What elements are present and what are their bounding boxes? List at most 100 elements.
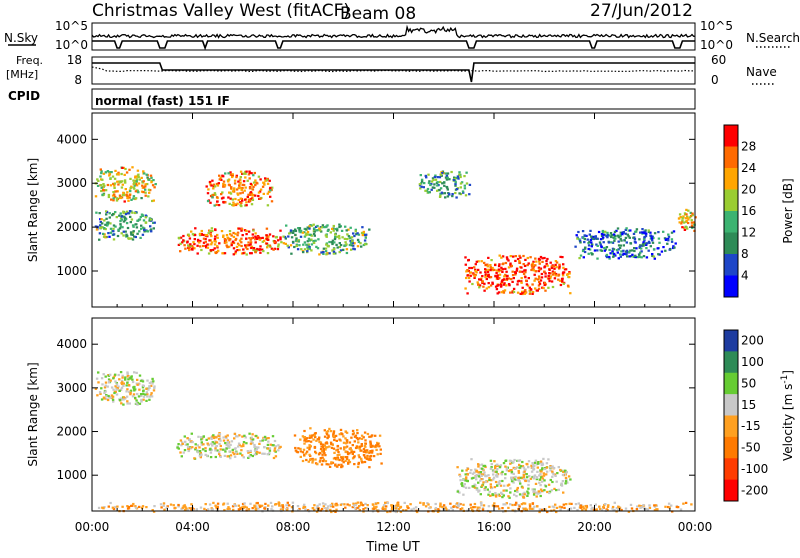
data-cell-1 [103, 219, 106, 222]
data-cell-5 [438, 188, 441, 192]
data-cell-4 [290, 506, 294, 509]
data-cell-4 [269, 501, 273, 504]
data-cell-1 [179, 451, 182, 454]
data-cell-3 [492, 470, 495, 473]
data-cell-1 [126, 234, 129, 237]
data-cell-3 [536, 466, 539, 469]
data-cell-4 [138, 505, 141, 508]
data-cell-6 [537, 257, 541, 260]
data-cell-1 [181, 441, 184, 444]
data-cell-6 [470, 266, 473, 270]
data-cell-4 [302, 243, 305, 246]
data-cell-1 [105, 217, 108, 220]
data-cell-2 [343, 446, 346, 449]
data-cell-3 [469, 471, 472, 474]
data-cell-3 [222, 196, 225, 199]
colorbar-swatch [724, 351, 738, 374]
data-cell-3 [535, 491, 538, 494]
data-cell-2 [379, 448, 382, 451]
data-cell-4 [348, 243, 352, 247]
data-cell-5 [457, 177, 460, 180]
data-cell-4 [551, 505, 554, 508]
data-cell-5 [442, 172, 445, 175]
data-cell-2 [238, 239, 242, 242]
data-cell-2 [342, 435, 345, 438]
data-cell-0 [99, 168, 102, 171]
data-cell-6 [486, 265, 489, 268]
data-cell-6 [505, 278, 508, 281]
data-cell-7 [624, 232, 627, 235]
data-cell-1 [241, 454, 244, 457]
data-cell-6 [533, 279, 536, 282]
data-cell-1 [119, 217, 123, 220]
data-cell-0 [135, 382, 138, 385]
data-cell-5 [463, 187, 467, 190]
data-cell-1 [114, 211, 117, 214]
data-cell-6 [558, 266, 561, 269]
data-cell-1 [139, 236, 142, 239]
data-cell-1 [123, 215, 126, 218]
data-cell-4 [332, 248, 336, 251]
data-cell-2 [207, 252, 211, 255]
data-cell-4 [441, 506, 444, 509]
data-cell-1 [256, 451, 259, 454]
data-cell-4 [332, 229, 335, 232]
data-cell-2 [305, 437, 308, 440]
data-cell-1 [112, 238, 116, 241]
data-cell-4 [208, 503, 212, 506]
data-cell-6 [510, 264, 513, 267]
data-cell-3 [257, 194, 260, 198]
data-cell-2 [254, 238, 257, 241]
data-cell-4 [329, 504, 332, 507]
data-cell-6 [498, 273, 502, 276]
data-cell-5 [459, 186, 462, 189]
data-cell-3 [531, 466, 534, 469]
data-cell-6 [524, 258, 527, 261]
data-cell-2 [314, 452, 318, 455]
data-cell-4 [481, 507, 485, 510]
data-cell-0 [105, 395, 108, 398]
data-cell-6 [502, 262, 505, 265]
data-cell-6 [543, 281, 547, 285]
data-cell-1 [138, 230, 141, 233]
data-cell-2 [236, 234, 239, 237]
data-cell-5 [419, 174, 422, 177]
data-cell-0 [99, 392, 102, 395]
data-cell-4 [579, 504, 582, 507]
data-cell-7 [640, 247, 643, 250]
data-cell-0 [105, 394, 108, 397]
data-cell-0 [130, 376, 133, 379]
data-cell-3 [474, 475, 477, 478]
data-cell-3 [478, 489, 481, 492]
data-cell-0 [148, 398, 151, 401]
x-tick-label: 20:00 [577, 520, 612, 534]
data-cell-2 [305, 458, 308, 462]
data-cell-1 [217, 451, 221, 454]
data-cell-3 [535, 495, 538, 498]
data-cell-1 [207, 443, 210, 446]
data-cell-4 [226, 507, 229, 510]
data-cell-6 [497, 265, 501, 268]
data-cell-4 [255, 505, 258, 508]
data-cell-1 [111, 212, 115, 216]
data-cell-3 [246, 195, 249, 198]
data-cell-4 [263, 507, 266, 510]
data-cell-1 [257, 446, 260, 449]
data-cell-3 [477, 463, 480, 466]
data-cell-4 [343, 237, 347, 240]
data-cell-7 [588, 240, 591, 243]
data-cell-6 [554, 274, 558, 277]
data-cell-1 [118, 227, 122, 230]
data-cell-4 [331, 242, 334, 246]
data-cell-6 [537, 266, 541, 269]
data-cell-4 [361, 234, 364, 237]
data-cell-3 [220, 178, 223, 181]
data-cell-4 [318, 253, 321, 256]
data-cell-1 [191, 441, 194, 444]
data-cell-4 [312, 232, 316, 236]
data-cell-3 [221, 191, 224, 194]
data-cell-6 [562, 266, 565, 269]
data-cell-1 [215, 436, 218, 439]
data-cell-2 [193, 247, 196, 250]
